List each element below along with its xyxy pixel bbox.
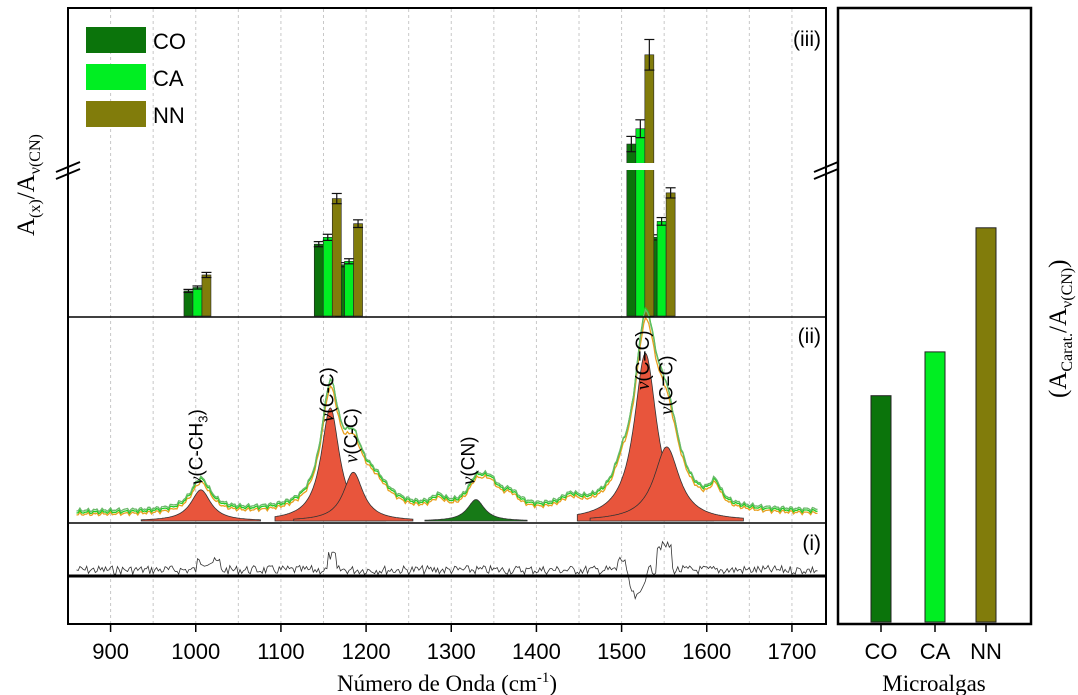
bar-co xyxy=(870,395,892,623)
x-tick-label: 1500 xyxy=(597,639,646,664)
legend-label-ca: CA xyxy=(153,66,184,91)
category-label: CO xyxy=(865,639,898,664)
legend-swatch-nn xyxy=(86,101,146,127)
bar-nn xyxy=(975,227,997,623)
x-tick-label: 1300 xyxy=(427,639,476,664)
fitted-peak xyxy=(293,471,414,522)
peak-label: v(CN) xyxy=(458,436,479,485)
microalgae-ticks: CO CA NN xyxy=(865,624,1002,664)
panel-label-i: (i) xyxy=(802,532,821,555)
right-axis-break xyxy=(813,161,839,180)
peak-labels: v(C-CH3) v(C-C)v(C-C) v(CN) v(C=C)v(C=C) xyxy=(187,330,678,485)
bar-ca xyxy=(322,237,333,317)
bar-ca xyxy=(344,260,354,317)
peak-label: v(C-C) xyxy=(342,408,363,463)
x-axis-ticks: 900 1000 1100 1200 1300 1400 1500 1600 1700 xyxy=(92,624,816,664)
bar-ca xyxy=(924,351,946,623)
x-tick-label: 900 xyxy=(92,639,129,664)
legend: CO CA NN xyxy=(86,27,186,128)
right-y-axis-label: (ACarat./Aν(CN)) xyxy=(1045,260,1076,399)
legend-label-nn: NN xyxy=(153,103,185,128)
raman-spectra xyxy=(76,306,818,522)
main-frame xyxy=(67,7,827,625)
bar-nn xyxy=(353,223,363,317)
residual-line xyxy=(76,540,818,600)
peak-label: v(C-CH3) xyxy=(187,409,211,485)
axis-break-gap xyxy=(620,163,658,170)
microalgae-panel: CO CA NN Microalgas (ACarat./Aν(CN)) xyxy=(836,6,1076,695)
bar-co xyxy=(313,243,324,317)
right-x-axis-label: Microalgas xyxy=(882,671,986,695)
fitted-peak xyxy=(424,499,528,522)
x-tick-label: 1700 xyxy=(767,639,816,664)
x-tick-label: 1100 xyxy=(257,639,304,664)
panel-label-ii: (ii) xyxy=(798,325,821,348)
x-tick-label: 1200 xyxy=(342,639,391,664)
peak-ratio-bars xyxy=(183,38,676,317)
legend-swatch-ca xyxy=(86,64,146,90)
bar-nn xyxy=(201,274,212,317)
category-label: CA xyxy=(920,639,951,664)
bar-ca xyxy=(656,221,667,317)
spectra-panel: (iii) (ii) (i) v(C-CH3) v(C-C)v(C-C) v(CN)… xyxy=(13,7,839,695)
bar-nn xyxy=(331,198,342,317)
category-label: NN xyxy=(970,639,1002,664)
x-tick-label: 1400 xyxy=(512,639,561,664)
legend-swatch-co xyxy=(86,27,146,53)
legend-label-co: CO xyxy=(153,29,186,54)
bar-nn xyxy=(644,54,655,317)
bar-ca xyxy=(192,287,203,317)
residual-trace xyxy=(76,540,818,600)
peak-label: v(C=C) xyxy=(657,355,678,415)
peak-label: v(C=C) xyxy=(633,330,654,390)
bar-co xyxy=(183,290,194,317)
panel-label-iii: (iii) xyxy=(793,28,821,51)
spectrum-line xyxy=(76,316,818,517)
fitted-peak xyxy=(589,446,744,522)
y-axis-label: A(x)/Aν(CN) xyxy=(13,134,44,236)
vertical-gridlines xyxy=(110,9,793,623)
x-axis-label: Número de Onda (cm-1) xyxy=(337,670,557,695)
spectrum-line xyxy=(76,308,818,513)
fitted-peak xyxy=(140,489,261,522)
x-tick-label: 1600 xyxy=(682,639,731,664)
carotenoid-ratio-bars xyxy=(870,227,997,623)
bar-ca xyxy=(635,128,646,317)
left-axis-break xyxy=(55,161,81,180)
peak-label: v(C-C) xyxy=(318,367,339,422)
bar-nn xyxy=(665,192,676,317)
x-tick-label: 1000 xyxy=(171,639,220,664)
